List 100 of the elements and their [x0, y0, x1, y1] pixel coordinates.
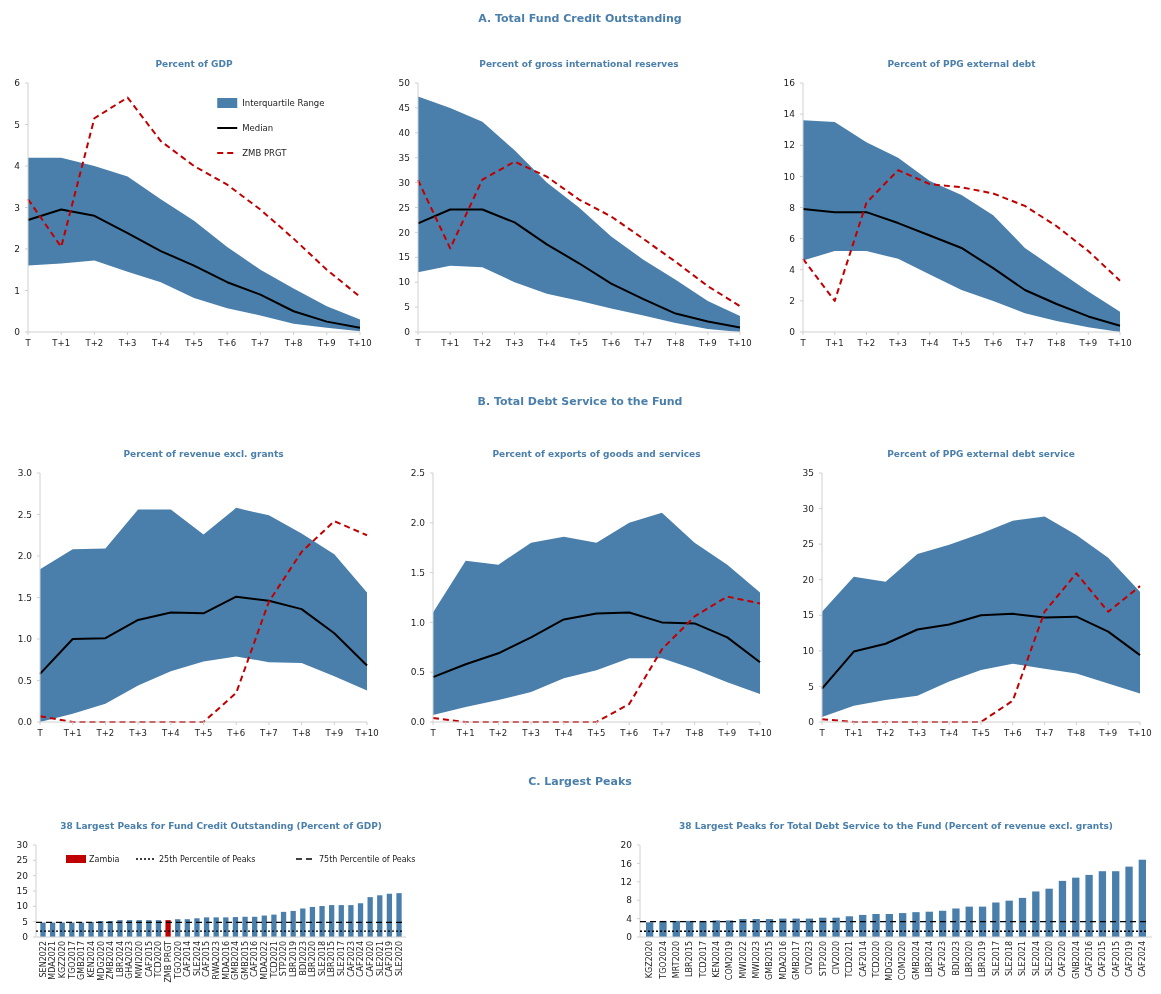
x-tick-label: MDG2020 [96, 941, 106, 981]
x-tick-label: SLE2018 [1004, 941, 1014, 976]
x-tick-label: T+5 [193, 728, 213, 738]
y-tick-label: 3.0 [17, 468, 33, 479]
y-tick-label: 0 [808, 717, 815, 728]
chart-title: Percent of exports of goods and services [492, 449, 701, 459]
y-tick-label: 2.5 [410, 468, 425, 479]
legend-label: ZMB PRGT [242, 147, 288, 158]
y-tick-label: 12 [620, 876, 632, 887]
x-tick-label: LBR2020 [965, 941, 975, 977]
x-tick-label: MDA2016 [778, 941, 788, 980]
x-tick-label: MDA2016 [221, 941, 231, 980]
x-tick-label: T+4 [919, 338, 939, 348]
x-tick-label: T+10 [747, 728, 772, 738]
bar [40, 922, 46, 937]
bar [165, 920, 171, 937]
y-tick-label: 4 [14, 161, 21, 172]
x-tick-label: T+7 [633, 338, 653, 348]
x-tick-label: T+3 [907, 728, 927, 738]
y-tick-label: 0.5 [410, 667, 425, 678]
y-tick-label: 14 [783, 109, 796, 120]
x-tick-label: CAF2023 [346, 941, 356, 978]
x-tick-label: T+8 [1066, 728, 1086, 738]
x-tick-label: T+6 [226, 728, 246, 738]
y-tick-label: 2 [789, 296, 795, 307]
y-tick-label: 2 [14, 244, 20, 255]
bar [952, 908, 960, 937]
x-tick-label: SLE2024 [1031, 941, 1041, 976]
x-tick-label: GMB2015 [240, 941, 250, 980]
y-tick-label: 0 [22, 932, 29, 943]
x-tick-label: T+6 [217, 338, 237, 348]
x-tick-label: T+4 [553, 728, 573, 738]
x-tick-label: T [414, 338, 422, 348]
legend-label: 25th Percentile of Peaks [159, 854, 256, 864]
chart-title: Percent of revenue excl. grants [123, 449, 284, 459]
x-tick-label: COM2019 [725, 941, 735, 981]
bar [1138, 859, 1147, 937]
x-tick-label: T+3 [888, 338, 907, 348]
x-tick-label: CAF2015 [1111, 941, 1121, 978]
y-tick-label: 1.0 [17, 634, 33, 645]
y-tick-label: 12 [783, 140, 795, 151]
y-tick-label: 50 [398, 78, 411, 89]
bar [1058, 880, 1067, 937]
y-tick-label: 15 [398, 252, 410, 263]
bar [872, 914, 880, 937]
x-tick-label: CAF2020 [365, 941, 375, 978]
x-tick-label: T+8 [283, 338, 303, 348]
x-tick-label: T [818, 728, 826, 738]
x-tick-label: CAF2016 [1084, 941, 1094, 978]
y-tick-label: 2.0 [410, 517, 426, 528]
x-tick-label: T+2 [856, 338, 876, 348]
y-tick-label: 0 [14, 327, 21, 338]
bar [792, 918, 800, 937]
legend-label: 75th Percentile of Peaks [319, 854, 416, 864]
x-tick-label: T+4 [939, 728, 959, 738]
x-tick-label: T+9 [1078, 338, 1098, 348]
x-tick-label: TCD2017 [698, 941, 708, 979]
chart-title: Percent of PPG external debt [887, 59, 1037, 69]
x-tick-label: LBR2019 [288, 941, 298, 977]
x-tick-label: MDG2020 [885, 941, 895, 981]
x-tick-label: T+5 [971, 728, 990, 738]
x-tick-label: GMB2017 [791, 941, 801, 980]
x-tick-label: LBR2024 [115, 941, 125, 977]
x-tick-label: T+7 [1034, 728, 1054, 738]
x-tick-label: SEN2022 [38, 941, 48, 978]
bar [242, 916, 248, 937]
x-tick-label: T+8 [684, 728, 704, 738]
x-tick-label: ZMB PRGT [163, 940, 173, 983]
bar [396, 893, 402, 937]
x-tick-label: T+3 [128, 728, 147, 738]
text: A. Total Fund Credit Outstanding [478, 12, 682, 25]
x-tick-label: T+2 [95, 728, 115, 738]
y-tick-label: 20 [398, 227, 411, 238]
x-tick-label: T+9 [1098, 728, 1118, 738]
legend-label: Zambia [89, 854, 120, 864]
y-tick-label: 10 [802, 646, 815, 657]
y-tick-label: 6 [14, 78, 21, 89]
y-tick-label: 2.5 [17, 509, 32, 520]
x-tick-label: T+2 [472, 338, 492, 348]
line-series [417, 208, 741, 329]
x-tick-label: KGZ2020 [645, 941, 655, 979]
x-tick-label: MRT2020 [672, 941, 682, 979]
x-tick-label: STP2020 [818, 941, 828, 977]
x-tick-label: KGZ2020 [58, 941, 68, 979]
x-tick-label: SLE2017 [337, 941, 347, 976]
y-tick-label: 6 [789, 233, 796, 244]
x-tick-label: LBR2015 [327, 941, 337, 977]
y-tick-label: 8 [626, 895, 633, 906]
bar [912, 912, 920, 937]
bar [271, 914, 277, 937]
y-tick-label: 20 [802, 574, 815, 585]
line-series [417, 160, 741, 308]
x-tick-label: T [24, 338, 32, 348]
y-tick-label: 10 [398, 277, 411, 288]
x-tick-label: T+9 [324, 728, 344, 738]
x-tick-label: CAF2015 [1098, 941, 1108, 978]
x-tick-label: BDI2023 [298, 941, 308, 976]
x-tick-label: ZMB2024 [106, 941, 116, 980]
x-tick-label: KEN2024 [712, 941, 722, 978]
x-tick-label: CAF2024 [356, 941, 366, 978]
